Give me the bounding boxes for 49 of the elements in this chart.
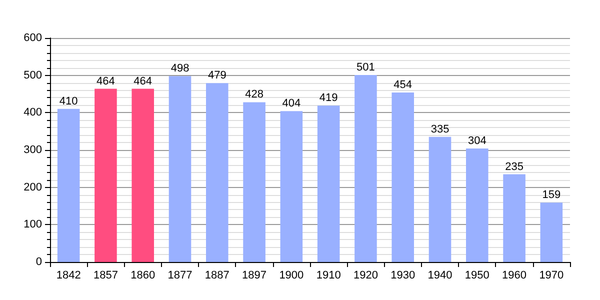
data-label: 304 (468, 135, 486, 148)
bar (428, 136, 452, 262)
y-tick-label: 600 (24, 32, 42, 44)
data-label: 479 (208, 70, 226, 82)
bar (206, 83, 228, 262)
x-tick-label: 1900 (279, 270, 304, 282)
x-tick-label: 1860 (130, 270, 156, 282)
data-label: 454 (394, 79, 412, 92)
x-tick-label: 1842 (56, 270, 81, 282)
data-label: 464 (96, 75, 115, 88)
bar (392, 92, 414, 262)
y-tick-label: 0 (36, 256, 42, 268)
data-label: 419 (319, 92, 338, 104)
bar (317, 106, 340, 262)
data-label: 410 (59, 95, 78, 108)
y-tick-label: 500 (24, 69, 42, 82)
x-tick-label: 1857 (93, 270, 118, 282)
bar (132, 88, 154, 262)
x-tick-label: 1960 (502, 270, 527, 282)
x-tick-label: 1950 (464, 270, 490, 282)
bar (57, 108, 80, 262)
bar (540, 202, 563, 262)
bar (243, 102, 266, 262)
data-label: 428 (245, 88, 264, 101)
y-tick-label: 200 (24, 181, 42, 194)
bar (94, 88, 117, 262)
data-label: 501 (356, 61, 375, 74)
data-label: 464 (134, 75, 152, 88)
data-label: 159 (542, 189, 561, 202)
x-tick-label: 1940 (428, 270, 452, 282)
y-tick-label: 400 (24, 106, 42, 119)
x-tick-label: 1920 (353, 270, 378, 282)
y-tick-label: 100 (24, 218, 42, 231)
bar (354, 74, 377, 262)
data-label: 235 (505, 160, 524, 173)
data-label: 498 (170, 62, 190, 75)
y-tick-label: 300 (24, 144, 42, 156)
bar (466, 148, 488, 262)
x-tick-label: 1877 (168, 270, 192, 282)
x-tick-label: 1897 (242, 270, 267, 282)
bar (280, 111, 303, 262)
data-label: 404 (282, 98, 301, 110)
x-tick-label: 1930 (390, 270, 416, 282)
data-label: 335 (430, 123, 450, 136)
x-tick-label: 1970 (539, 270, 564, 282)
bar (168, 76, 192, 262)
bar (503, 174, 526, 262)
x-tick-label: 1910 (316, 270, 341, 282)
x-tick-label: 1887 (204, 270, 230, 282)
